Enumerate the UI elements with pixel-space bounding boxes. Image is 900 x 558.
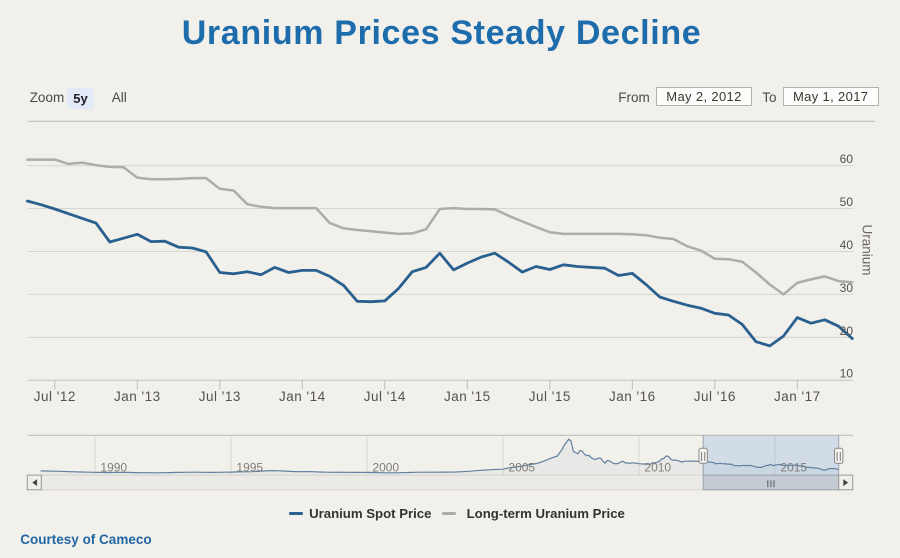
svg-text:Jul '12: Jul '12 (34, 389, 76, 404)
svg-text:30: 30 (840, 281, 854, 295)
svg-text:Jul '14: Jul '14 (364, 389, 406, 404)
svg-text:Jul '13: Jul '13 (199, 389, 241, 404)
svg-text:Jan '14: Jan '14 (279, 389, 326, 404)
svg-text:40: 40 (840, 238, 854, 252)
svg-text:Jul '16: Jul '16 (694, 389, 736, 404)
svg-text:1995: 1995 (236, 461, 263, 475)
svg-text:Uranium: Uranium (859, 224, 874, 275)
svg-text:2005: 2005 (508, 461, 535, 475)
svg-text:10: 10 (840, 367, 854, 381)
svg-text:Jan '17: Jan '17 (774, 389, 821, 404)
svg-text:2000: 2000 (372, 461, 399, 475)
svg-text:1990: 1990 (100, 461, 127, 475)
svg-text:Jan '16: Jan '16 (609, 389, 656, 404)
svg-text:Jan '15: Jan '15 (444, 389, 491, 404)
svg-text:2015: 2015 (780, 461, 807, 475)
svg-text:Jan '13: Jan '13 (114, 389, 161, 404)
svg-text:Jul '15: Jul '15 (529, 389, 571, 404)
svg-text:20: 20 (840, 324, 854, 338)
svg-text:50: 50 (840, 195, 854, 209)
svg-text:2010: 2010 (644, 461, 671, 475)
svg-text:60: 60 (840, 152, 854, 166)
